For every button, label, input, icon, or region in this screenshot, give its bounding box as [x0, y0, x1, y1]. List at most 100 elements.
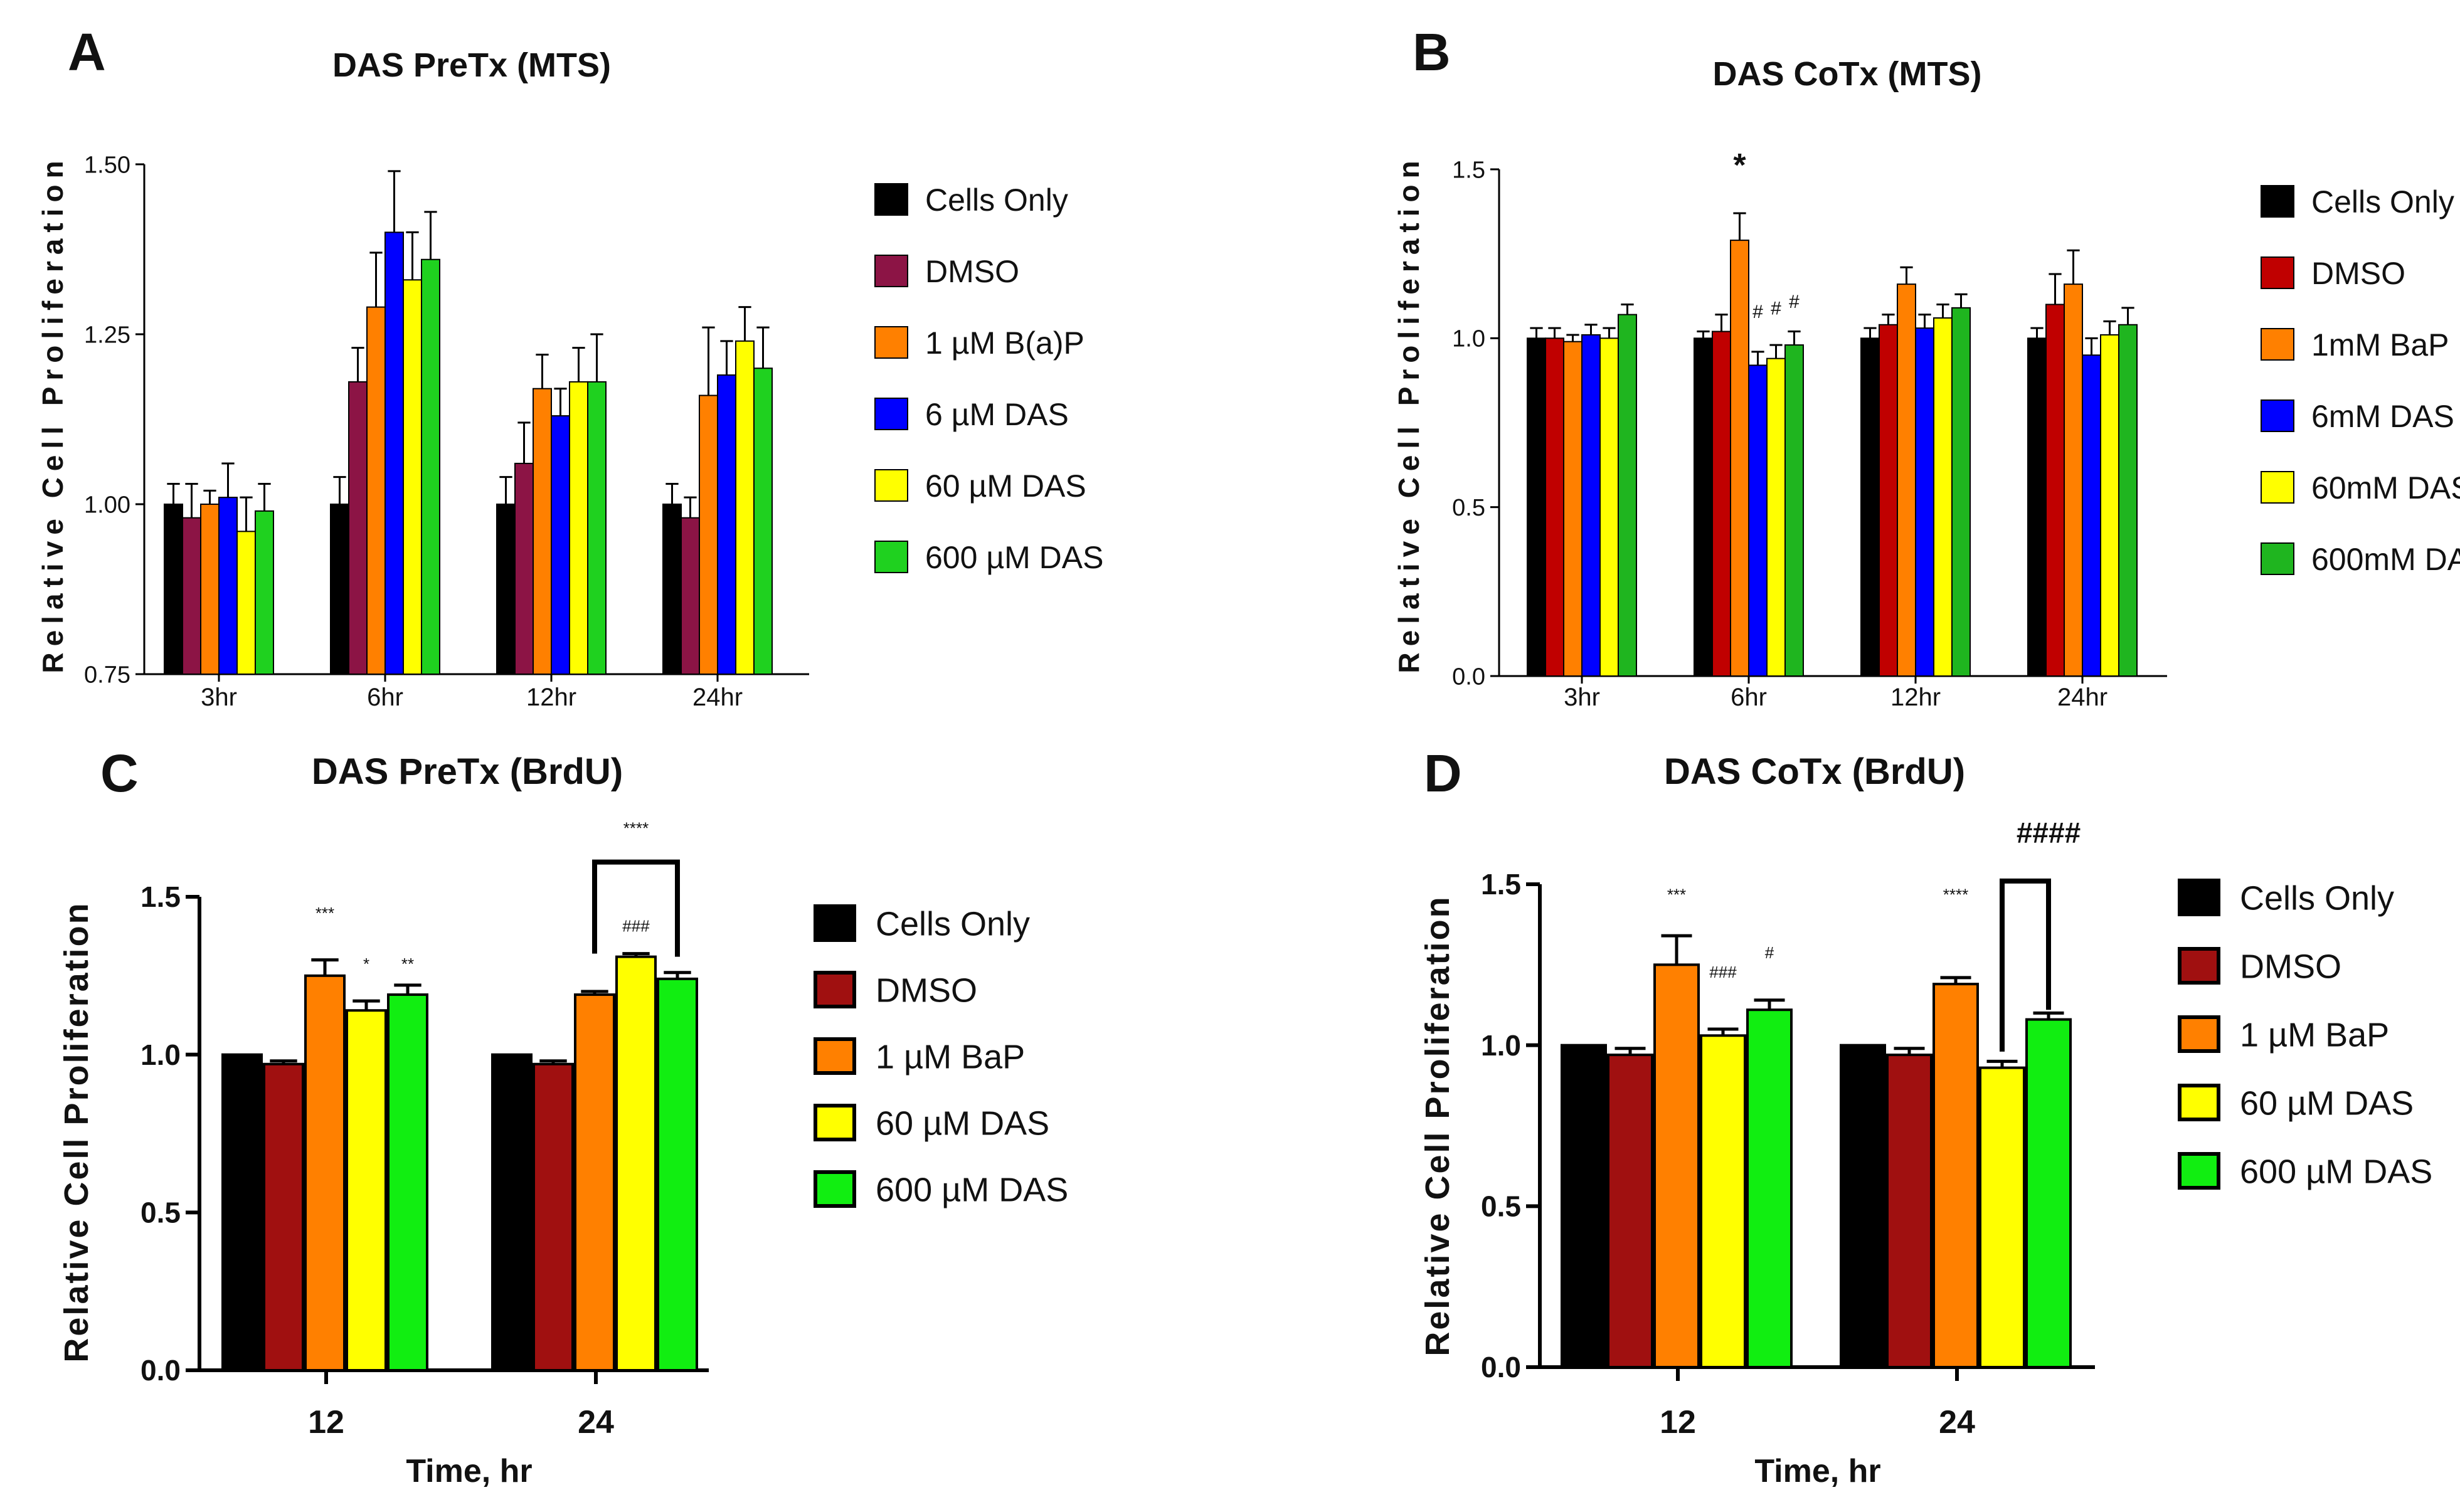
panel-a-title: DAS PreTx (MTS): [332, 46, 611, 84]
legend-swatch: [814, 971, 856, 1008]
legend-swatch: [2178, 947, 2220, 985]
bar: [1653, 963, 1700, 1369]
significance-marker: ****: [623, 818, 649, 837]
bar: [1840, 1044, 1886, 1368]
significance-marker: #: [1752, 302, 1763, 322]
bar: [1784, 344, 1804, 677]
bar: [717, 374, 736, 675]
legend-label: DMSO: [925, 254, 1019, 289]
y-tick-label: 1.50: [84, 152, 130, 178]
bar: [1860, 337, 1880, 677]
significance-marker: ####: [2017, 816, 2081, 849]
y-tick-label: 0.5: [1452, 495, 1485, 521]
legend-label: 600 µM DAS: [925, 540, 1103, 575]
bar: [1694, 337, 1713, 677]
bar: [1581, 334, 1601, 677]
bar: [304, 974, 346, 1372]
bar: [1933, 317, 1953, 677]
bar: [2118, 324, 2138, 677]
bar: [2064, 283, 2083, 677]
bar: [1951, 307, 1971, 677]
legend-label: Cells Only: [925, 182, 1068, 218]
legend-label: 6 µM DAS: [925, 397, 1069, 432]
bar: [1599, 337, 1619, 677]
bar: [403, 279, 422, 675]
legend-label: 6mM DAS: [2311, 399, 2454, 434]
bar: [1886, 1054, 1932, 1368]
bar: [491, 1053, 533, 1372]
y-tick-label: 1.0: [1452, 326, 1485, 352]
bar: [1618, 314, 1637, 677]
panel-letter-c: C: [100, 744, 139, 803]
x-tick-label: 24hr: [692, 684, 743, 711]
y-tick-label: 0.5: [1481, 1190, 1521, 1222]
panel-c-plot: 0.00.51.01.512 24**** **###****Cells OnlyD…: [140, 818, 1068, 1441]
legend-swatch: [874, 541, 908, 573]
legend-swatch: [874, 326, 908, 359]
bar: [2025, 1018, 2072, 1368]
y-tick-label: 0.0: [1452, 663, 1485, 690]
x-tick-label: 12: [1660, 1404, 1696, 1441]
legend-swatch: [2261, 256, 2294, 289]
legend-label: 600mM DAS: [2311, 542, 2460, 577]
legend-label: Cells Only: [2240, 879, 2394, 917]
bar: [348, 381, 368, 675]
y-tick-label: 0.0: [140, 1354, 181, 1387]
legend-label: 60 µM DAS: [876, 1104, 1049, 1142]
bar: [1915, 327, 1934, 677]
bar: [2082, 354, 2101, 677]
y-tick-label: 1.0: [1481, 1029, 1521, 1062]
legend-label: DMSO: [876, 971, 977, 1009]
bar: [533, 1062, 574, 1372]
bar: [657, 977, 698, 1372]
x-tick-label: 6hr: [1731, 684, 1767, 711]
bar: [1712, 330, 1731, 677]
bar: [2027, 337, 2047, 677]
panel-b-ylabel: Relative Cell Proliferation: [1392, 154, 1425, 673]
legend-swatch: [2261, 399, 2294, 432]
significance-marker: #: [1771, 299, 1781, 319]
y-tick-label: 0.0: [1481, 1351, 1521, 1383]
legend-swatch: [814, 1037, 856, 1075]
legend-swatch: [2261, 328, 2294, 361]
bar: [699, 394, 718, 675]
significance-marker: **: [401, 954, 414, 973]
bar: [533, 388, 552, 675]
legend-swatch: [2178, 1152, 2220, 1190]
significance-marker: ****: [1943, 886, 1968, 904]
significance-marker: ***: [1667, 886, 1686, 904]
x-tick-label: 12hr: [1890, 684, 1941, 711]
legend-swatch: [874, 183, 908, 216]
y-tick-label: 0.5: [140, 1196, 181, 1229]
panel-b-plot: 0.0 0.5 1.0 1.5 3hr 6hr 12hr 24hr * # # # Cells Only…: [1452, 147, 2460, 711]
x-tick-label: 24: [1939, 1404, 1975, 1441]
x-tick-label: 12: [308, 1404, 344, 1441]
legend-swatch: [2261, 185, 2294, 218]
bar: [164, 504, 183, 675]
legend-swatch: [814, 1104, 856, 1141]
legend-swatch: [814, 904, 856, 942]
bar: [384, 231, 404, 675]
panel-d-xlabel: Time, hr: [1754, 1453, 1880, 1489]
legend-swatch: [2178, 1015, 2220, 1053]
bar: [255, 510, 274, 675]
bar: [1545, 337, 1564, 677]
legend-swatch: [2178, 879, 2220, 916]
legend-label: Cells Only: [876, 905, 1030, 943]
legend-swatch: [2261, 542, 2294, 575]
bar: [236, 531, 256, 675]
bar: [1746, 1008, 1793, 1368]
bar: [662, 504, 682, 675]
legend-label: DMSO: [2311, 256, 2405, 291]
panel-letter-a: A: [68, 23, 106, 82]
legend-swatch: [874, 469, 908, 502]
bar: [346, 1009, 387, 1372]
bar: [615, 955, 657, 1372]
significance-marker: #: [1765, 943, 1774, 962]
bar: [569, 381, 588, 675]
bar: [574, 993, 615, 1372]
legend-label: Cells Only: [2311, 184, 2454, 219]
significance-marker: *: [1733, 147, 1746, 184]
bar: [221, 1053, 263, 1372]
bar: [1897, 283, 1916, 677]
